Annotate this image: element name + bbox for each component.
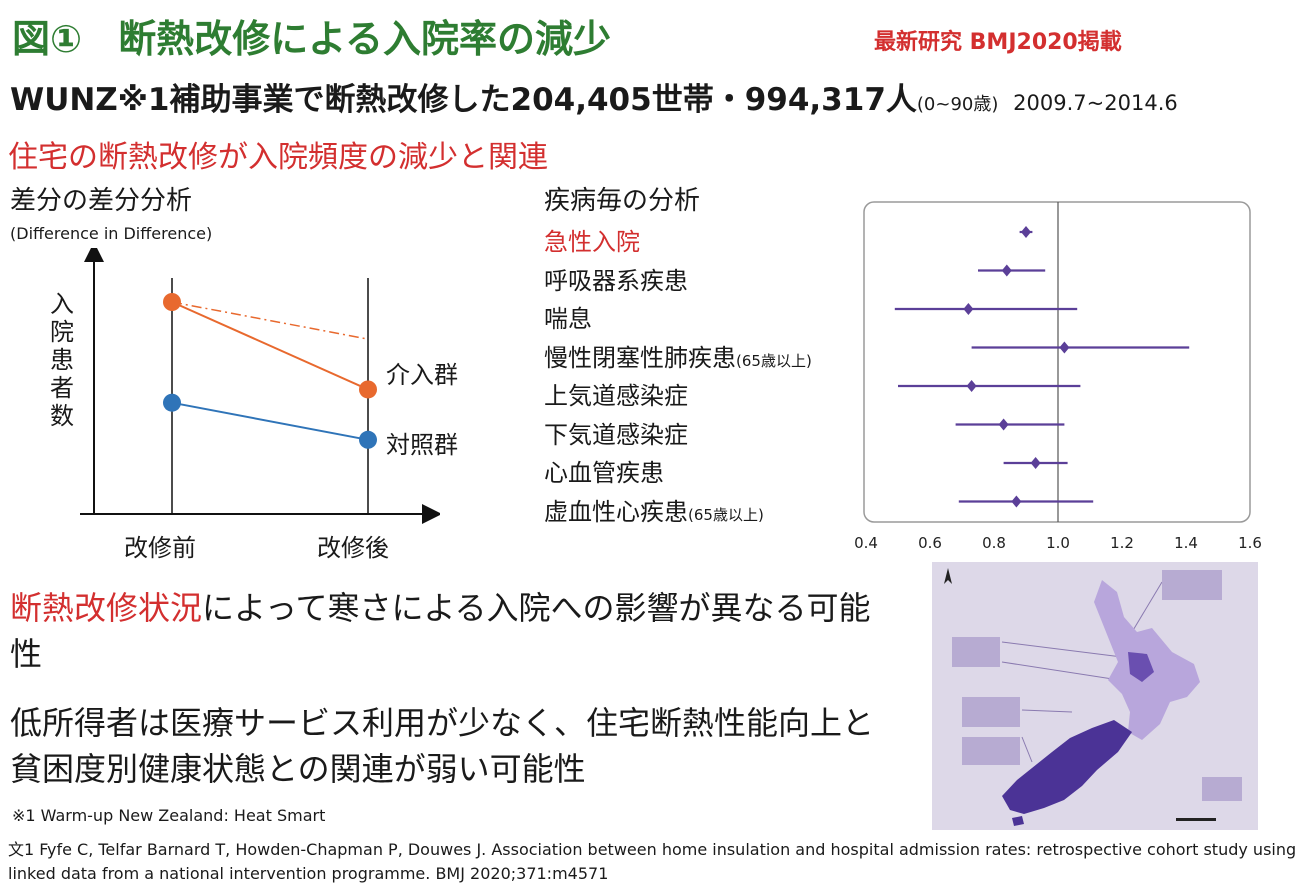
study-subtitle: WUNZ※1補助事業で断熱改修した204,405世帯・994,317人(0~90… bbox=[10, 74, 1178, 119]
forest-tick-label: 1.6 bbox=[1238, 534, 1262, 552]
did-control-point bbox=[163, 393, 181, 412]
disease-label: 虚血性心疾患(65歳以上) bbox=[544, 492, 764, 527]
disease-label: 心血管疾患 bbox=[544, 453, 664, 488]
disease-label: 喘息 bbox=[544, 299, 592, 334]
disease-label: 下気道感染症 bbox=[544, 415, 688, 450]
disease-label: 上気道感染症 bbox=[544, 376, 688, 411]
did-control-point bbox=[359, 430, 377, 449]
subtitle-age: (0~90歳) bbox=[916, 94, 999, 115]
body-paragraph-2: 低所得者は医療サービス利用が少なく、住宅断熱性能向上と貧困度別健康状態との関連が… bbox=[10, 704, 875, 788]
did-ylabel: 入院患者数 bbox=[50, 290, 74, 430]
forest-tick-label: 0.6 bbox=[918, 534, 942, 552]
scale-bar-icon bbox=[1176, 818, 1216, 821]
forest-tick-label: 1.0 bbox=[1046, 534, 1070, 552]
did-counterfactual-line bbox=[171, 301, 369, 340]
body-para1-highlight: 断熱改修状況 bbox=[10, 589, 203, 627]
map-callout-boxes bbox=[952, 570, 1242, 801]
body-paragraph-1: 断熱改修状況によって寒さによる入院への影響が異なる可能性 bbox=[10, 585, 890, 677]
did-control-line bbox=[171, 401, 369, 441]
forest-marks bbox=[894, 226, 1190, 508]
disease-name: 喘息 bbox=[544, 305, 592, 333]
disease-name: 虚血性心疾患 bbox=[544, 497, 688, 526]
did-marks bbox=[163, 293, 377, 449]
forest-estimate-point bbox=[1001, 264, 1012, 277]
disease-name: 下気道感染症 bbox=[544, 420, 688, 449]
figure-number: 図① bbox=[12, 17, 83, 61]
subtitle-main: WUNZ※1補助事業で断熱改修した204,405世帯・994,317人 bbox=[10, 82, 917, 118]
forest-frame bbox=[863, 201, 1251, 523]
did-intervention-point bbox=[359, 380, 377, 399]
forest-tick-label: 1.4 bbox=[1174, 534, 1198, 552]
disease-label: 呼吸器系疾患 bbox=[544, 261, 688, 296]
did-intervention-label: 介入群 bbox=[386, 361, 458, 389]
reference: 文1 Fyfe C, Telfar Barnard T, Howden-Chap… bbox=[8, 840, 1297, 883]
disease-note: (65歳以上) bbox=[736, 351, 812, 370]
did-title: 差分の差分分析 bbox=[10, 186, 193, 216]
forest-tick-label: 0.8 bbox=[982, 534, 1006, 552]
forest-tick-label: 1.2 bbox=[1110, 534, 1134, 552]
north-arrow-icon bbox=[944, 568, 952, 584]
figure-title: 図① 断熱改修による入院率の減少 bbox=[12, 8, 611, 63]
forest-estimate-point bbox=[1059, 341, 1070, 354]
disease-label: 急性入院 bbox=[544, 222, 640, 257]
footnote: ※1 Warm-up New Zealand: Heat Smart bbox=[12, 806, 326, 825]
subtitle-period: 2009.7~2014.6 bbox=[1013, 91, 1178, 115]
disease-title: 疾病毎の分析 bbox=[544, 186, 701, 216]
disease-name: 慢性閉塞性肺疾患 bbox=[544, 343, 736, 372]
forest-estimate-point bbox=[1030, 457, 1041, 469]
forest-estimate-point bbox=[963, 303, 974, 315]
forest-estimate-point bbox=[1021, 226, 1031, 238]
forest-estimate-point bbox=[1011, 495, 1022, 508]
disease-name: 上気道感染症 bbox=[544, 382, 688, 410]
south-island bbox=[1002, 720, 1132, 814]
disease-name: 心血管疾患 bbox=[544, 459, 664, 487]
figure-title-text: 断熱改修による入院率の減少 bbox=[118, 17, 612, 61]
forest-tick-label: 0.4 bbox=[854, 534, 878, 552]
body-para1-text: によって寒さによる入院への影響が異なる可能性 bbox=[10, 589, 871, 673]
publication-badge: 最新研究 BMJ2020掲載 bbox=[874, 30, 1122, 55]
forest-estimate-point bbox=[998, 418, 1009, 431]
did-chart bbox=[80, 248, 440, 524]
forest-plot: 0.4 0.6 0.8 1.0 1.2 1.4 1.6 bbox=[854, 201, 1262, 552]
disease-label: 慢性閉塞性肺疾患(65歳以上) bbox=[544, 338, 812, 373]
stewart-island bbox=[1012, 816, 1024, 826]
disease-name: 急性入院 bbox=[544, 228, 640, 256]
forest-ticks: 0.4 0.6 0.8 1.0 1.2 1.4 1.6 bbox=[854, 534, 1262, 552]
disease-name: 呼吸器系疾患 bbox=[544, 266, 688, 295]
did-x-before: 改修前 bbox=[124, 534, 196, 562]
north-island-region bbox=[1128, 652, 1154, 682]
did-intervention-point bbox=[163, 293, 181, 311]
did-control-label: 対照群 bbox=[386, 431, 458, 459]
lead-statement: 住宅の断熱改修が入院頻度の減少と関連 bbox=[8, 140, 548, 175]
nz-map bbox=[932, 562, 1258, 830]
did-x-after: 改修後 bbox=[317, 534, 389, 562]
did-intervention-line bbox=[171, 301, 369, 391]
forest-estimate-point bbox=[966, 380, 977, 392]
disease-note: (65歳以上) bbox=[688, 505, 764, 524]
did-subtitle: (Difference in Difference) bbox=[10, 224, 213, 243]
